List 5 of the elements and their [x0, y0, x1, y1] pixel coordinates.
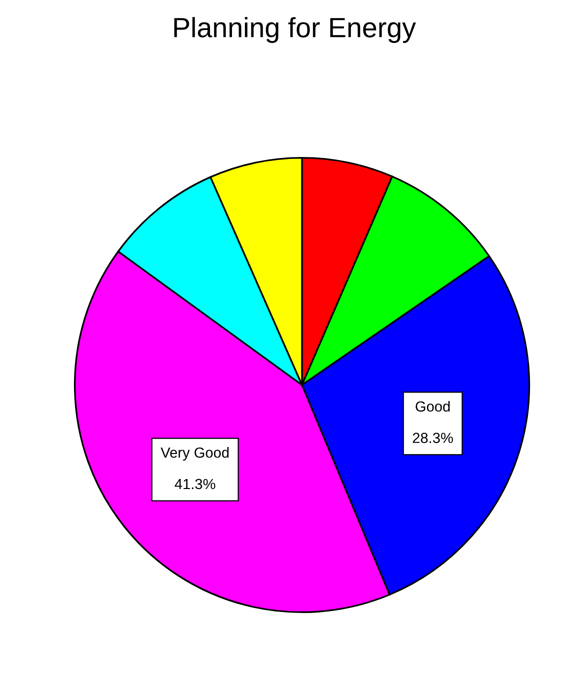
slice-label: Very Good	[160, 447, 229, 461]
slice-label: Good	[416, 400, 450, 412]
data-label: 28.3%	[412, 432, 453, 444]
data-label: 41.3%	[174, 478, 216, 490]
chart-title: Planning for Energy	[174, 17, 416, 43]
